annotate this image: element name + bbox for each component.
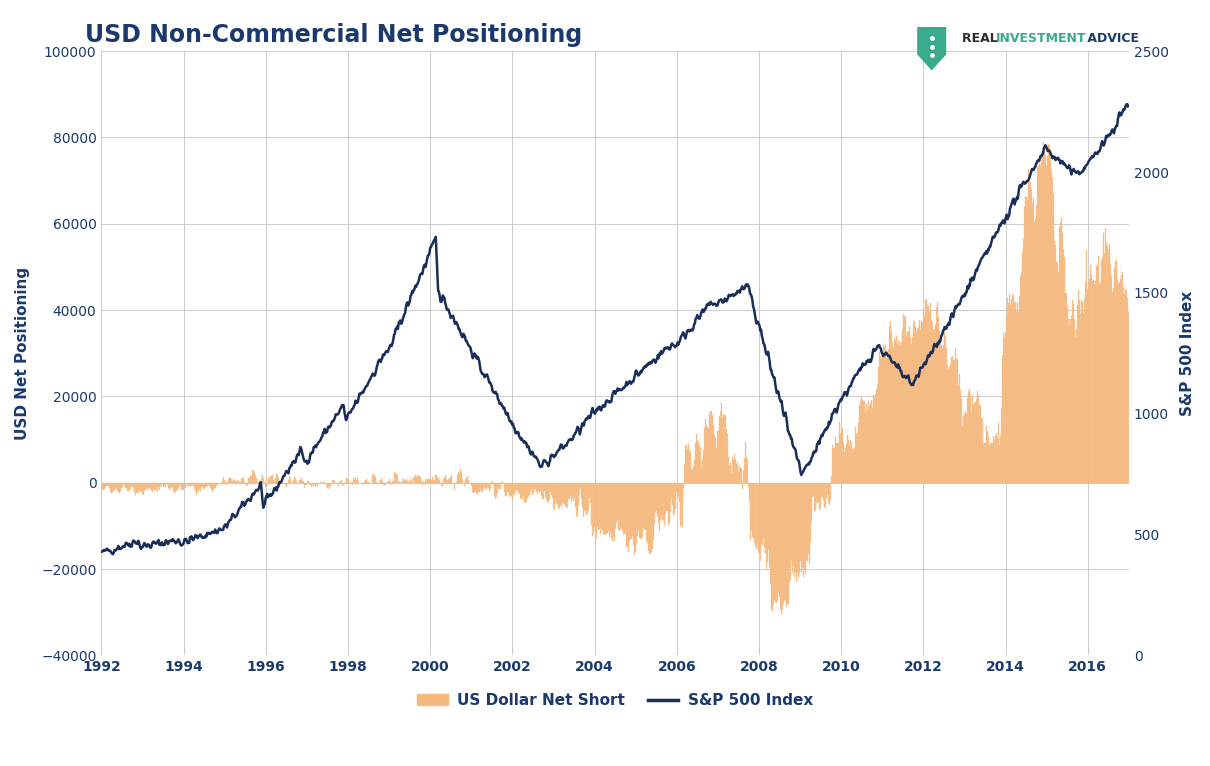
Text: REAL: REAL bbox=[962, 32, 1002, 45]
Text: INVESTMENT: INVESTMENT bbox=[996, 32, 1087, 45]
Text: USD Non-Commercial Net Positioning: USD Non-Commercial Net Positioning bbox=[85, 23, 582, 47]
Polygon shape bbox=[917, 27, 946, 70]
Y-axis label: USD Net Positioning: USD Net Positioning bbox=[15, 267, 30, 440]
Y-axis label: S&P 500 Index: S&P 500 Index bbox=[1180, 290, 1195, 416]
Legend: US Dollar Net Short, S&P 500 Index: US Dollar Net Short, S&P 500 Index bbox=[411, 687, 819, 714]
Text: ADVICE: ADVICE bbox=[1083, 32, 1139, 45]
